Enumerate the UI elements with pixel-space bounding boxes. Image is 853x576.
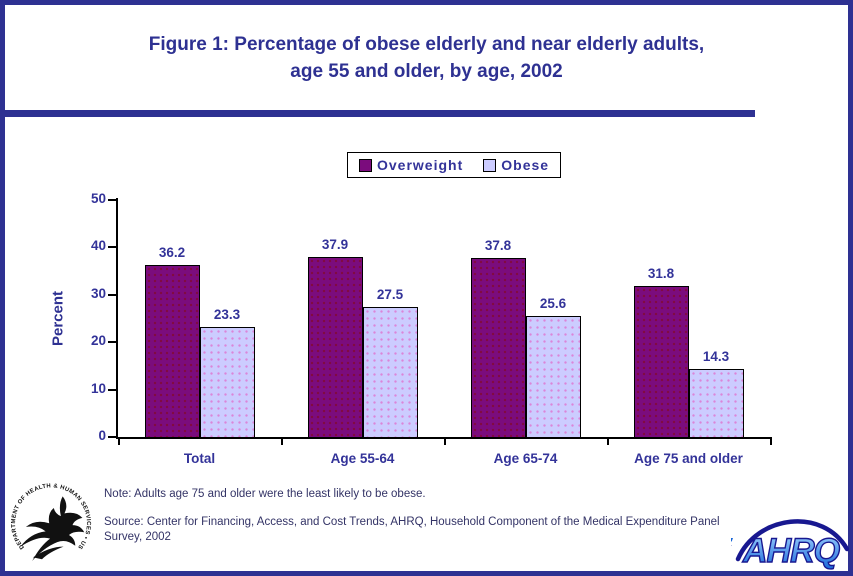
legend-item-overweight: Overweight — [359, 157, 463, 173]
legend-label-overweight: Overweight — [377, 157, 464, 173]
bar-value-label: 31.8 — [647, 266, 675, 282]
x-tick — [118, 437, 120, 445]
bar-value-label: 37.8 — [484, 237, 512, 253]
x-category-label: Age 55-64 — [330, 451, 395, 466]
ahrq-logo-text: AHRQ — [742, 532, 840, 570]
bar-value-label: 36.2 — [158, 245, 186, 261]
figure-title-line1: Figure 1: Percentage of obese elderly an… — [148, 34, 705, 55]
bar-value-label: 27.5 — [376, 286, 404, 302]
source-text: Source: Center for Financing, Access, an… — [104, 516, 720, 543]
note-text: Note: Adults age 75 and older were the l… — [104, 488, 426, 500]
title-divider — [5, 110, 755, 117]
bar-obese — [688, 369, 744, 438]
y-axis-line — [116, 198, 118, 439]
bar-obese — [525, 315, 581, 438]
y-tick — [108, 341, 116, 344]
y-tick — [108, 199, 116, 201]
obese-swatch-icon — [483, 158, 497, 172]
x-category-label: Age 75 and older — [634, 451, 743, 466]
y-tick-label: 30 — [90, 285, 106, 301]
bar-obese — [199, 326, 255, 438]
y-tick-label: 50 — [90, 191, 106, 206]
bar-overweight — [633, 286, 689, 438]
x-category-label: Total — [183, 451, 216, 466]
overweight-swatch-icon — [359, 158, 372, 172]
ahrq-speed-lines-icon — [731, 538, 733, 549]
y-tick-label: 40 — [90, 238, 106, 254]
x-tick — [607, 437, 609, 445]
bar-overweight — [144, 265, 200, 438]
bar-value-label: 37.9 — [321, 237, 349, 253]
y-tick — [108, 246, 116, 249]
y-tick-label: 20 — [90, 333, 106, 349]
ahrq-logo: AHRQ — [731, 519, 849, 571]
figure-title: Figure 1: Percentage of obese elderly an… — [0, 31, 853, 85]
y-tick-label: 10 — [90, 380, 106, 396]
bar-value-label: 25.6 — [539, 295, 567, 311]
bar-value-label: 23.3 — [213, 306, 241, 322]
bar-obese — [362, 306, 418, 438]
chart-legend: Overweight Obese — [347, 152, 562, 178]
bar-value-label: 14.3 — [702, 349, 730, 365]
hhs-department-logo: DEPARTMENT OF HEALTH & HUMAN SERVICES • … — [6, 482, 91, 562]
bar-overweight — [307, 257, 363, 438]
ahrq-arc-icon — [735, 519, 849, 562]
legend-label-obese: Obese — [501, 157, 550, 173]
y-tick — [108, 436, 116, 438]
x-tick — [770, 437, 772, 445]
figure-title-line2: age 55 and older, by age, 2002 — [290, 61, 563, 82]
y-tick-label: 0 — [98, 428, 106, 443]
hhs-eagle-icon — [20, 496, 85, 562]
legend-item-obese: Obese — [483, 157, 549, 173]
x-tick — [281, 437, 283, 445]
x-tick — [444, 437, 446, 445]
y-tick — [108, 293, 116, 296]
x-category-label: Age 65-74 — [493, 451, 558, 466]
y-tick — [108, 388, 116, 391]
bar-overweight — [470, 257, 526, 438]
